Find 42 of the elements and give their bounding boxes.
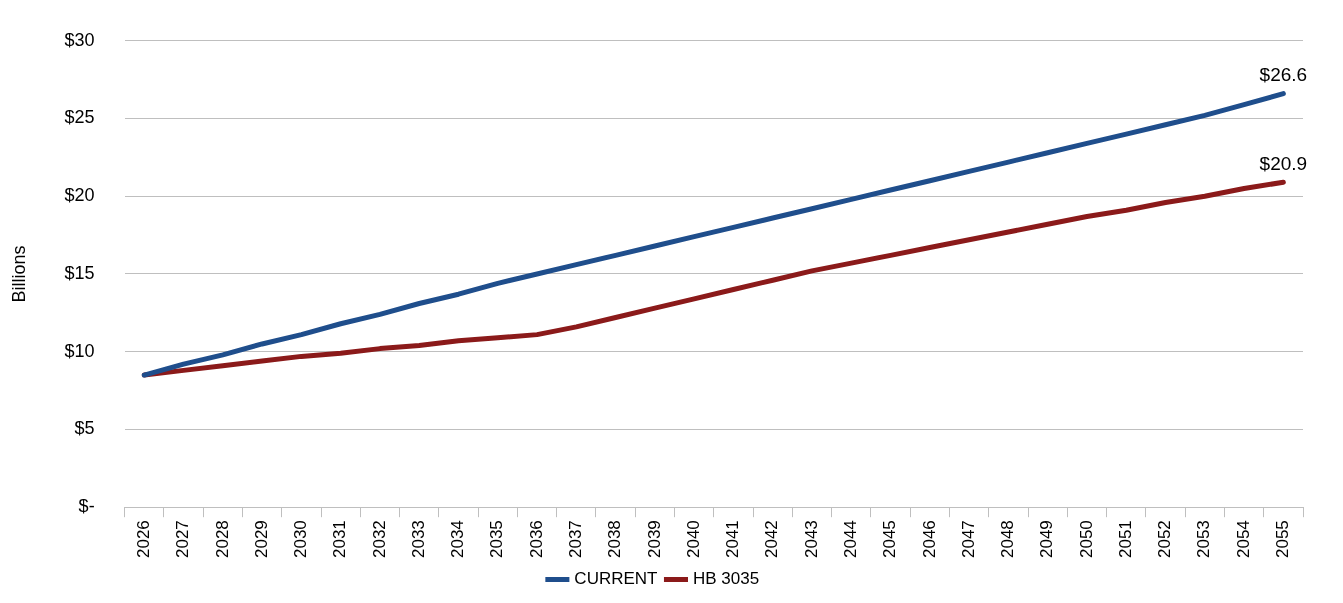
x-tick-label: 2032 xyxy=(369,520,389,559)
x-tick-label: 2041 xyxy=(723,520,743,559)
x-tick-label: 2031 xyxy=(330,520,350,559)
x-tick-label: 2047 xyxy=(958,520,978,559)
x-tick-label: 2052 xyxy=(1155,520,1175,559)
y-tick-label: $20 xyxy=(64,185,95,206)
x-tick-label: 2038 xyxy=(605,520,625,559)
x-tick-label: 2044 xyxy=(840,520,860,559)
x-tick-label: 2027 xyxy=(173,520,193,559)
x-tick-label: 2049 xyxy=(1037,520,1057,559)
y-tick-label: $10 xyxy=(64,340,95,361)
x-tick-label: 2036 xyxy=(526,520,546,559)
x-tick-label: 2029 xyxy=(251,520,271,559)
x-tick-label: 2026 xyxy=(133,520,153,559)
y-tick-label: $30 xyxy=(64,29,95,50)
x-tick-label: 2046 xyxy=(919,520,939,559)
x-tick-label: 2030 xyxy=(291,520,311,559)
x-tick-label: 2037 xyxy=(566,520,586,559)
x-tick-label: 2048 xyxy=(998,520,1018,559)
y-axis-title: Billions xyxy=(8,245,29,303)
x-tick-label: 2042 xyxy=(762,520,782,559)
y-tick-label: $15 xyxy=(64,262,95,283)
y-tick-label: $- xyxy=(78,496,95,517)
y-tick-label: $25 xyxy=(64,107,95,128)
x-tick-label: 2034 xyxy=(448,520,468,559)
x-tick-label: 2050 xyxy=(1076,520,1096,559)
x-tick-label: 2054 xyxy=(1233,520,1253,559)
legend-label: CURRENT xyxy=(574,569,658,589)
y-tick-label: $5 xyxy=(74,418,95,439)
x-tick-label: 2033 xyxy=(408,520,428,559)
x-tick-label: 2055 xyxy=(1273,520,1293,559)
x-tick-label: 2028 xyxy=(212,520,232,559)
x-tick-label: 2043 xyxy=(801,520,821,559)
x-tick-label: 2045 xyxy=(880,520,900,559)
x-tick-label: 2035 xyxy=(487,520,507,559)
x-tick-label: 2051 xyxy=(1115,520,1135,559)
x-tick-label: 2040 xyxy=(683,520,703,559)
legend-label: HB 3035 xyxy=(692,569,760,589)
data-label: $26.6 xyxy=(1259,64,1308,86)
data-label: $20.9 xyxy=(1259,153,1308,174)
x-tick-label: 2053 xyxy=(1194,520,1214,559)
x-tick-label: 2039 xyxy=(644,520,664,559)
